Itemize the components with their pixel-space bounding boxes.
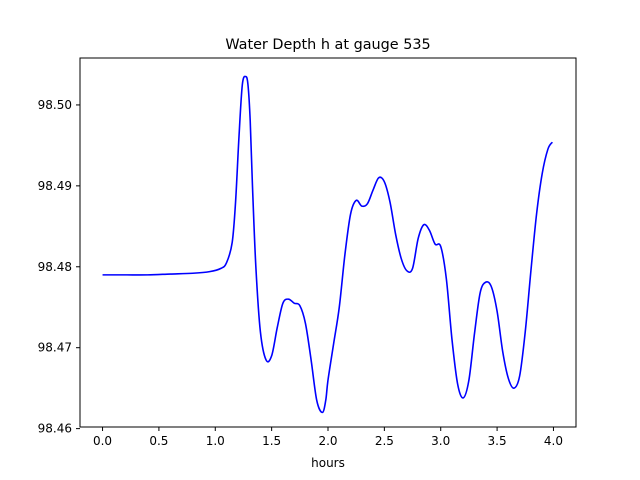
series-line: [102, 75, 554, 414]
x-tick-label: 2.0: [318, 434, 337, 448]
x-tick-label: 4.0: [544, 434, 563, 448]
y-tick-label: 98.49: [38, 179, 72, 193]
x-axis-ticks: 0.0 0.5 1.0 1.5 2.0 2.5 3.0 3.5 4.0: [93, 427, 563, 448]
y-tick-label: 98.48: [38, 260, 72, 274]
x-tick-label: 1.5: [262, 434, 281, 448]
x-tick-label: 0.5: [149, 434, 168, 448]
x-tick-label: 1.0: [206, 434, 225, 448]
y-axis-ticks: 98.46 98.47 98.48 98.49 98.50: [38, 98, 80, 436]
x-axis-label: hours: [311, 456, 345, 470]
x-tick-label: 2.5: [375, 434, 394, 448]
plot-area: [102, 75, 554, 414]
y-tick-label: 98.46: [38, 422, 72, 436]
x-tick-label: 3.5: [488, 434, 507, 448]
x-tick-label: 0.0: [93, 434, 112, 448]
chart-title: Water Depth h at gauge 535: [225, 37, 430, 53]
y-tick-label: 98.50: [38, 98, 72, 112]
x-tick-label: 3.0: [431, 434, 450, 448]
axes-frame: [79, 57, 577, 428]
y-tick-label: 98.47: [38, 341, 72, 355]
